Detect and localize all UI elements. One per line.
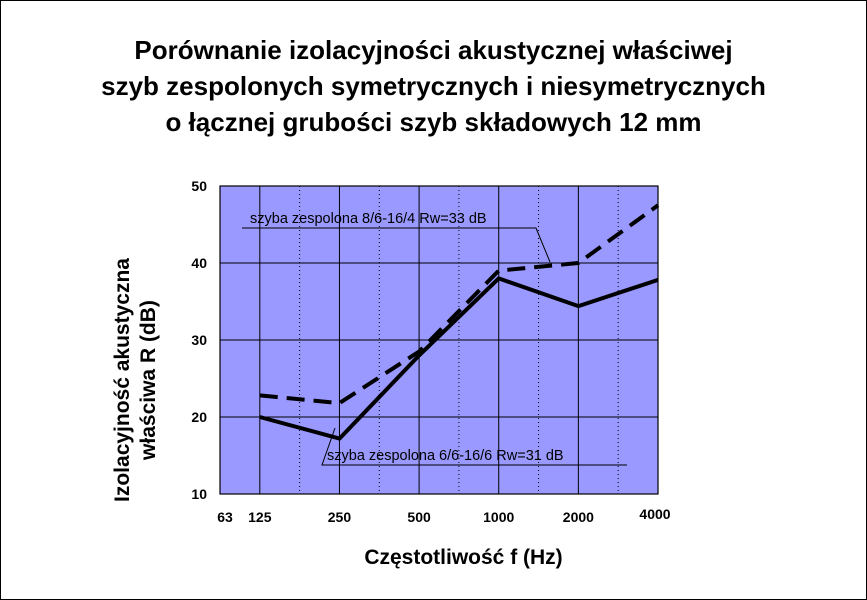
x-tick-label: 500 bbox=[407, 509, 431, 525]
x-tick-label: 63 bbox=[217, 509, 233, 525]
series-label-solid: szyba zespolona 6/6-16/6 Rw=31 dB bbox=[327, 448, 564, 464]
x-tick-label: 2000 bbox=[563, 509, 594, 525]
series-line-dashed bbox=[259, 203, 660, 406]
x-tick-label: 125 bbox=[248, 509, 272, 525]
y-tick-label: 30 bbox=[191, 332, 207, 348]
y-tick-label: 20 bbox=[191, 409, 207, 425]
x-tick-label: 1000 bbox=[483, 509, 514, 525]
y-tick-label: 40 bbox=[191, 255, 207, 271]
y-axis-label: Izolacyjność akustyczna właściwa R (dB) bbox=[110, 258, 162, 502]
annotation-leader-solid bbox=[321, 427, 627, 466]
x-tick-label: 4000 bbox=[639, 506, 670, 522]
x-tick-label: 250 bbox=[328, 509, 352, 525]
chart-title: Porównanie izolacyjności akustycznej wła… bbox=[0, 32, 867, 140]
y-tick-label: 10 bbox=[191, 486, 207, 502]
y-tick-label: 50 bbox=[191, 178, 207, 194]
series-label-dashed: szyba zespolona 8/6-16/4 Rw=33 dB bbox=[250, 211, 487, 227]
y-axis-label-line-1: Izolacyjność akustyczna bbox=[111, 258, 134, 502]
series-line-solid bbox=[259, 276, 659, 441]
annotation-leader-dashed bbox=[242, 227, 551, 263]
axes-frame bbox=[219, 185, 659, 495]
x-axis-label: Częstotliwość f (Hz) bbox=[364, 546, 563, 569]
title-line-3: o łącznej grubości szyb składowych 12 mm bbox=[165, 107, 702, 137]
title-line-1: Porównanie izolacyjności akustycznej wła… bbox=[134, 35, 733, 65]
title-line-2: szyb zespolonych symetrycznych i niesyme… bbox=[101, 71, 766, 101]
y-axis-label-line-2: właściwa R (dB) bbox=[137, 300, 160, 460]
